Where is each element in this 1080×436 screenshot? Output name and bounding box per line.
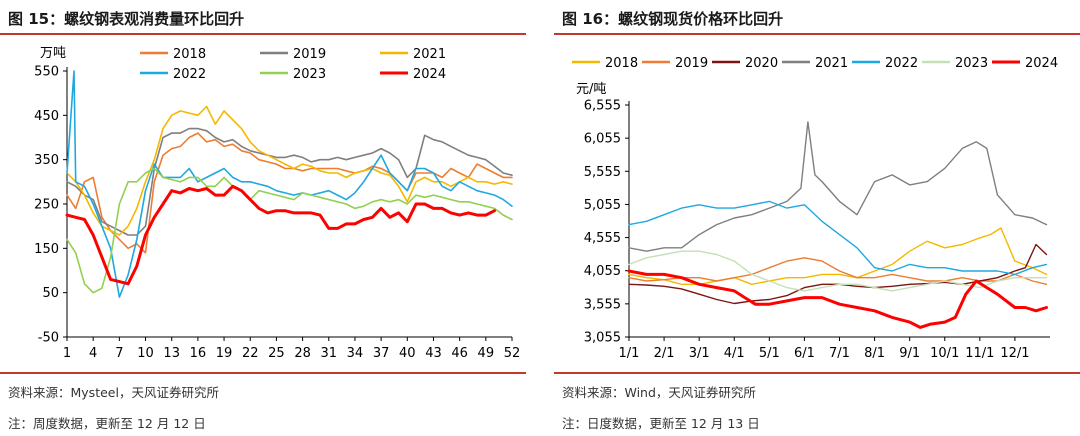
x-tick-label: 52 bbox=[504, 346, 521, 361]
series-line-2021 bbox=[628, 121, 1048, 252]
legend-label-2018: 2018 bbox=[173, 47, 206, 62]
chart-panel-price: 图 16：螺纹钢现货价格环比回升 3,055 3,555 4,055 4,555 5,0… bbox=[554, 0, 1080, 436]
y-tick-label: 150 bbox=[34, 242, 59, 257]
x-tick-label: 34 bbox=[347, 346, 364, 361]
series-line-2024 bbox=[65, 184, 496, 286]
y-tick-label: 4,055 bbox=[584, 264, 621, 279]
x-tick-label: 3/1 bbox=[689, 346, 710, 361]
x-tick-label: 12/1 bbox=[1000, 346, 1029, 361]
x-tick-label: 1 bbox=[63, 346, 71, 361]
x-tick-label: 19 bbox=[216, 346, 233, 361]
series-line-2024 bbox=[627, 269, 1048, 329]
legend-label-2019: 2019 bbox=[293, 47, 326, 62]
y-tick-label: 6,555 bbox=[584, 99, 621, 114]
legend-label-2023: 2023 bbox=[955, 56, 988, 71]
legend-label-2023: 2023 bbox=[293, 67, 326, 82]
legend-label-2021: 2021 bbox=[815, 56, 848, 71]
legend-label-2024: 2024 bbox=[413, 67, 446, 82]
x-tick-label: 9/1 bbox=[899, 346, 920, 361]
x-tick-label: 46 bbox=[451, 346, 468, 361]
series-line-2023 bbox=[628, 250, 1048, 292]
x-tick-label: 2/1 bbox=[654, 346, 675, 361]
legend-label-2021: 2021 bbox=[413, 47, 446, 62]
x-tick-label: 5/1 bbox=[759, 346, 780, 361]
consumption-line-chart: -50 50 150 250 350 450 550 1 4 7 10 13 16 19 22 25 28 31 3… bbox=[34, 46, 521, 361]
x-tick-label: 16 bbox=[190, 346, 207, 361]
title-divider bbox=[554, 33, 1080, 35]
legend-label-2022: 2022 bbox=[885, 56, 918, 71]
footer-divider bbox=[554, 372, 1080, 374]
legend-label-2020: 2020 bbox=[745, 56, 778, 71]
y-tick-label: 350 bbox=[34, 153, 59, 168]
x-tick-label: 49 bbox=[478, 346, 495, 361]
x-tick-label: 6/1 bbox=[794, 346, 815, 361]
price-line-chart: 3,055 3,555 4,055 4,555 5,055 5,555 6,055 6,555… bbox=[572, 56, 1058, 361]
y-tick-label: 50 bbox=[42, 286, 59, 301]
x-tick-label: 10 bbox=[137, 346, 154, 361]
x-tick-label: 1/1 bbox=[619, 346, 640, 361]
x-tick-label: 4 bbox=[89, 346, 97, 361]
footer-divider bbox=[0, 372, 526, 374]
series-line-2020 bbox=[628, 243, 1048, 305]
y-tick-label: 4,555 bbox=[584, 231, 621, 246]
legend-label-2019: 2019 bbox=[675, 56, 708, 71]
y-tick-label: 5,555 bbox=[584, 165, 621, 180]
x-tick-label: 7 bbox=[115, 346, 123, 361]
series-line-2021 bbox=[66, 105, 513, 236]
x-tick-label: 11/1 bbox=[965, 346, 994, 361]
legend-label-2022: 2022 bbox=[173, 67, 206, 82]
x-tick-label: 8/1 bbox=[864, 346, 885, 361]
series-line-2023 bbox=[66, 167, 513, 294]
y-tick-label: 3,055 bbox=[584, 331, 621, 346]
y-tick-label: 6,055 bbox=[584, 132, 621, 147]
x-tick-label: 25 bbox=[268, 346, 285, 361]
data-note: 注：日度数据，更新至 12 月 13 日 bbox=[562, 416, 760, 431]
x-tick-label: 40 bbox=[399, 346, 416, 361]
x-tick-label: 7/1 bbox=[829, 346, 850, 361]
x-tick-label: 4/1 bbox=[724, 346, 745, 361]
source-note: 资料来源：Wind，天风证券研究所 bbox=[562, 385, 756, 400]
series-line-2018 bbox=[628, 227, 1048, 286]
x-tick-label: 43 bbox=[425, 346, 442, 361]
x-tick-label: 10/1 bbox=[930, 346, 959, 361]
y-axis-label: 元/吨 bbox=[576, 82, 606, 97]
source-note: 资料来源：Mysteel，天风证券研究所 bbox=[8, 385, 219, 400]
y-tick-label: 550 bbox=[34, 65, 59, 80]
x-tick-label: 37 bbox=[373, 346, 390, 361]
legend-label-2018: 2018 bbox=[605, 56, 638, 71]
y-tick-label: 250 bbox=[34, 198, 59, 213]
x-tick-label: 13 bbox=[163, 346, 180, 361]
legend-label-2024: 2024 bbox=[1025, 56, 1058, 71]
chart-title: 图 16：螺纹钢现货价格环比回升 bbox=[562, 10, 784, 28]
x-tick-label: 28 bbox=[294, 346, 311, 361]
chart-title: 图 15：螺纹钢表观消费量环比回升 bbox=[8, 10, 245, 28]
y-tick-label: 3,555 bbox=[584, 297, 621, 312]
series-line-2019 bbox=[66, 127, 513, 236]
x-tick-label: 31 bbox=[320, 346, 337, 361]
data-note: 注：周度数据，更新至 12 月 12 日 bbox=[8, 416, 206, 431]
x-tick-label: 22 bbox=[242, 346, 259, 361]
chart-panel-consumption: 图 15：螺纹钢表观消费量环比回升 -50 50 150 250 350 450 550 1 4… bbox=[0, 0, 526, 436]
series-line-2022 bbox=[66, 70, 513, 298]
y-tick-label: 450 bbox=[34, 109, 59, 124]
series-line-2022 bbox=[628, 200, 1048, 276]
y-tick-label: -50 bbox=[38, 331, 59, 346]
y-tick-label: 5,055 bbox=[584, 198, 621, 213]
title-divider bbox=[0, 33, 526, 35]
y-axis-label: 万吨 bbox=[40, 46, 66, 61]
